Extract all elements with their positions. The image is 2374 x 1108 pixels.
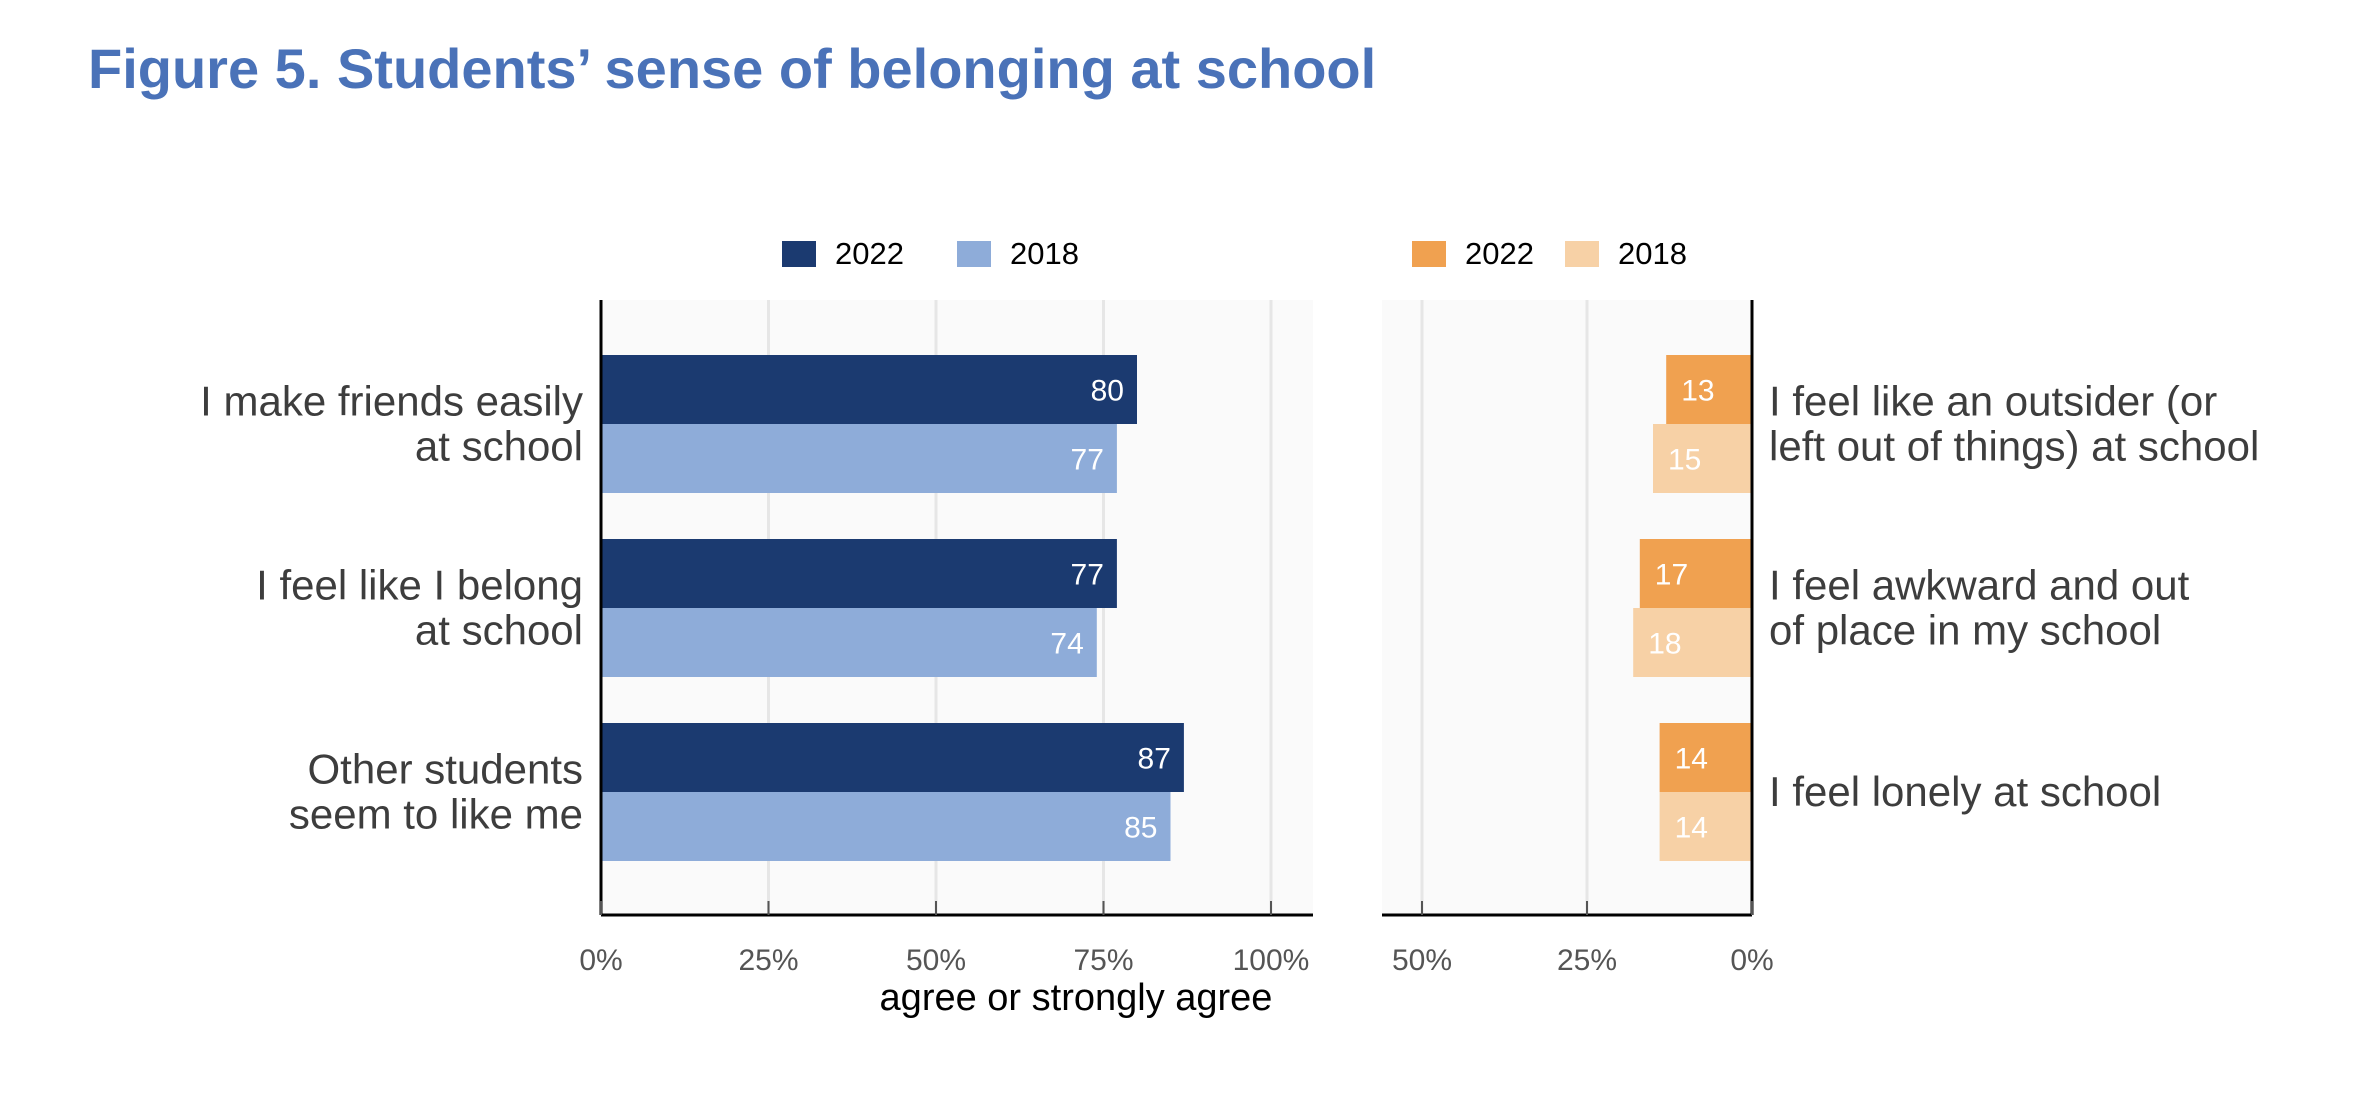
bar [1633, 608, 1752, 677]
bar [1659, 723, 1752, 792]
category-label: I feel lonely at school [1769, 768, 2161, 815]
category-label: I feel like I belong [256, 562, 583, 609]
legend-label: 2018 [1010, 236, 1079, 271]
bar [601, 723, 1184, 792]
data-label: 77 [1071, 559, 1104, 592]
chart-title: Figure 5. Students’ sense of belonging a… [88, 37, 1377, 100]
category-label: at school [415, 423, 583, 470]
data-label: 14 [1675, 743, 1708, 776]
data-label: 15 [1668, 444, 1701, 477]
data-label: 74 [1050, 628, 1083, 661]
legend-swatch [1565, 241, 1599, 267]
data-label: 14 [1675, 812, 1708, 845]
bar [1666, 355, 1752, 424]
legend-swatch [957, 241, 991, 267]
category-label: I make friends easily [200, 378, 583, 425]
bar [1639, 539, 1752, 608]
data-label: 85 [1124, 812, 1157, 845]
data-label: 17 [1655, 559, 1688, 592]
legend-label: 2018 [1618, 236, 1687, 271]
data-label: 87 [1138, 743, 1171, 776]
tick-label: 75% [1073, 944, 1133, 977]
category-label: seem to like me [289, 791, 583, 838]
tick-label: 0% [1730, 944, 1773, 977]
tick-label: 50% [906, 944, 966, 977]
tick-label: 0% [579, 944, 622, 977]
x-axis-label: agree or strongly agree [880, 977, 1273, 1019]
bar [601, 608, 1097, 677]
legend-label: 2022 [1465, 236, 1534, 271]
bar [601, 424, 1117, 493]
category-label: left out of things) at school [1769, 423, 2259, 470]
tick-label: 50% [1392, 944, 1452, 977]
bar [1653, 424, 1752, 493]
bar [601, 792, 1171, 861]
tick-label: 25% [1557, 944, 1617, 977]
category-label: I feel like an outsider (or [1769, 378, 2217, 425]
bar [601, 355, 1137, 424]
category-label: I feel awkward and out [1769, 562, 2190, 609]
tick-label: 25% [738, 944, 798, 977]
tick-label: 100% [1233, 944, 1310, 977]
category-label: Other students [308, 746, 583, 793]
legend-label: 2022 [835, 236, 904, 271]
data-label: 80 [1091, 375, 1124, 408]
category-label: of place in my school [1769, 607, 2161, 654]
data-label: 18 [1648, 628, 1681, 661]
bar [601, 539, 1117, 608]
category-label: at school [415, 607, 583, 654]
legend-swatch [782, 241, 816, 267]
bar [1659, 792, 1752, 861]
data-label: 77 [1071, 444, 1104, 477]
data-label: 13 [1681, 375, 1714, 408]
legend-swatch [1412, 241, 1446, 267]
